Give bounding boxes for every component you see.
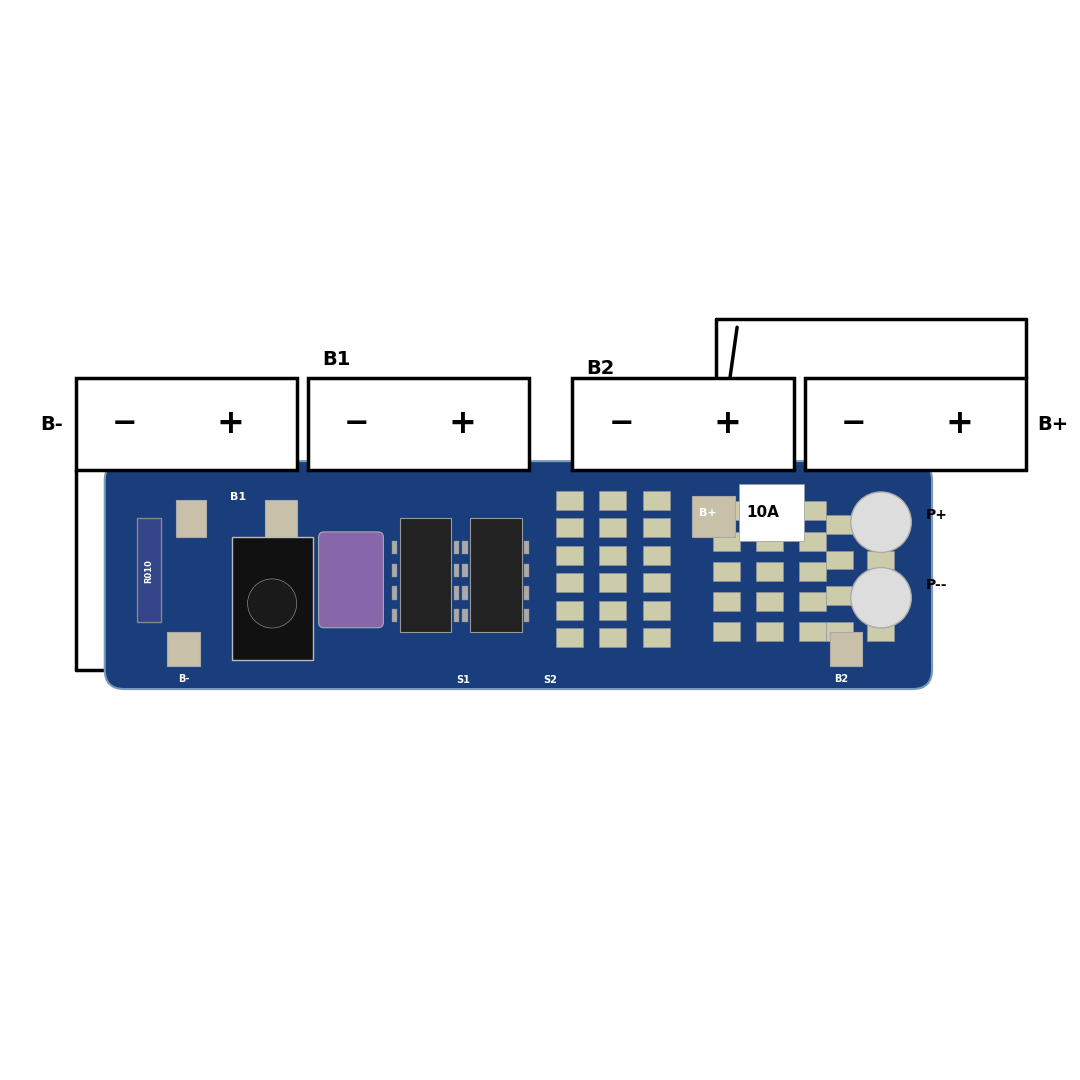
Bar [400,518,451,632]
Bar [556,545,583,565]
Text: B+: B+ [1037,415,1068,434]
Bar [826,622,853,642]
Bar [167,632,200,665]
Bar [556,600,583,620]
Bar [599,600,626,620]
Bar [643,600,670,620]
Bar [643,573,670,592]
Bar [524,541,529,554]
Bar [756,531,783,551]
Bar [713,562,740,581]
Text: +: + [946,407,973,441]
Bar [599,627,626,647]
Bar [599,573,626,592]
Bar [799,622,826,642]
Text: B+: B+ [699,508,716,517]
Bar [462,609,468,622]
Bar [454,564,459,577]
Bar [826,586,853,605]
Text: B-: B- [40,415,63,434]
Bar [643,627,670,647]
Bar [392,541,397,554]
Text: B1: B1 [322,350,350,369]
Bar [713,501,740,521]
Bar [470,518,522,632]
Bar [599,545,626,565]
Bar [756,501,783,521]
Bar [76,378,297,470]
Bar [643,545,670,565]
Bar [392,564,397,577]
Bar [799,531,826,551]
Bar [643,491,670,510]
Bar [713,531,740,551]
Text: B-: B- [178,674,189,685]
Bar [462,564,468,577]
Bar [556,491,583,510]
Bar [867,515,894,534]
Bar [867,622,894,642]
Bar [524,586,529,599]
Text: P+: P+ [926,508,947,522]
Bar [232,538,313,660]
Text: +: + [217,407,244,441]
Bar [799,562,826,581]
Bar [829,632,862,665]
Bar [826,515,853,534]
Bar [599,518,626,538]
Bar [739,485,804,541]
Bar [713,592,740,611]
Bar [454,586,459,599]
Bar [308,378,529,470]
FancyBboxPatch shape [319,531,383,627]
Bar [756,592,783,611]
Text: B2: B2 [586,359,615,378]
Bar [867,586,894,605]
Bar [643,518,670,538]
Bar [462,586,468,599]
Text: S2: S2 [543,675,557,685]
Bar [556,518,583,538]
Bar [799,501,826,521]
Bar [524,609,529,622]
Text: 10A: 10A [746,505,780,521]
Text: −: − [608,409,634,438]
Bar [556,573,583,592]
Bar [713,622,740,642]
Bar [392,586,397,599]
Text: −: − [343,409,369,438]
Text: P--: P-- [926,578,947,592]
Bar [805,378,1026,470]
Bar [392,609,397,622]
Text: S1: S1 [456,675,470,685]
Circle shape [851,568,912,627]
Circle shape [851,492,912,553]
Bar [265,499,297,538]
Text: R010: R010 [145,559,153,583]
Text: B2: B2 [835,674,849,685]
Text: B1: B1 [230,492,246,502]
Bar [137,518,161,622]
Text: −: − [840,409,866,438]
Bar [454,541,459,554]
Text: +: + [449,407,476,441]
Bar [556,627,583,647]
Bar [799,592,826,611]
Bar [826,551,853,569]
Bar [454,609,459,622]
Bar [867,551,894,569]
Bar [176,499,206,538]
Bar [572,378,794,470]
FancyBboxPatch shape [105,461,932,689]
Bar [756,562,783,581]
Bar [462,541,468,554]
Text: −: − [111,409,137,438]
Circle shape [247,579,297,629]
Text: +: + [714,407,741,441]
Bar [692,496,735,538]
Bar [599,491,626,510]
Bar [756,622,783,642]
Bar [524,564,529,577]
